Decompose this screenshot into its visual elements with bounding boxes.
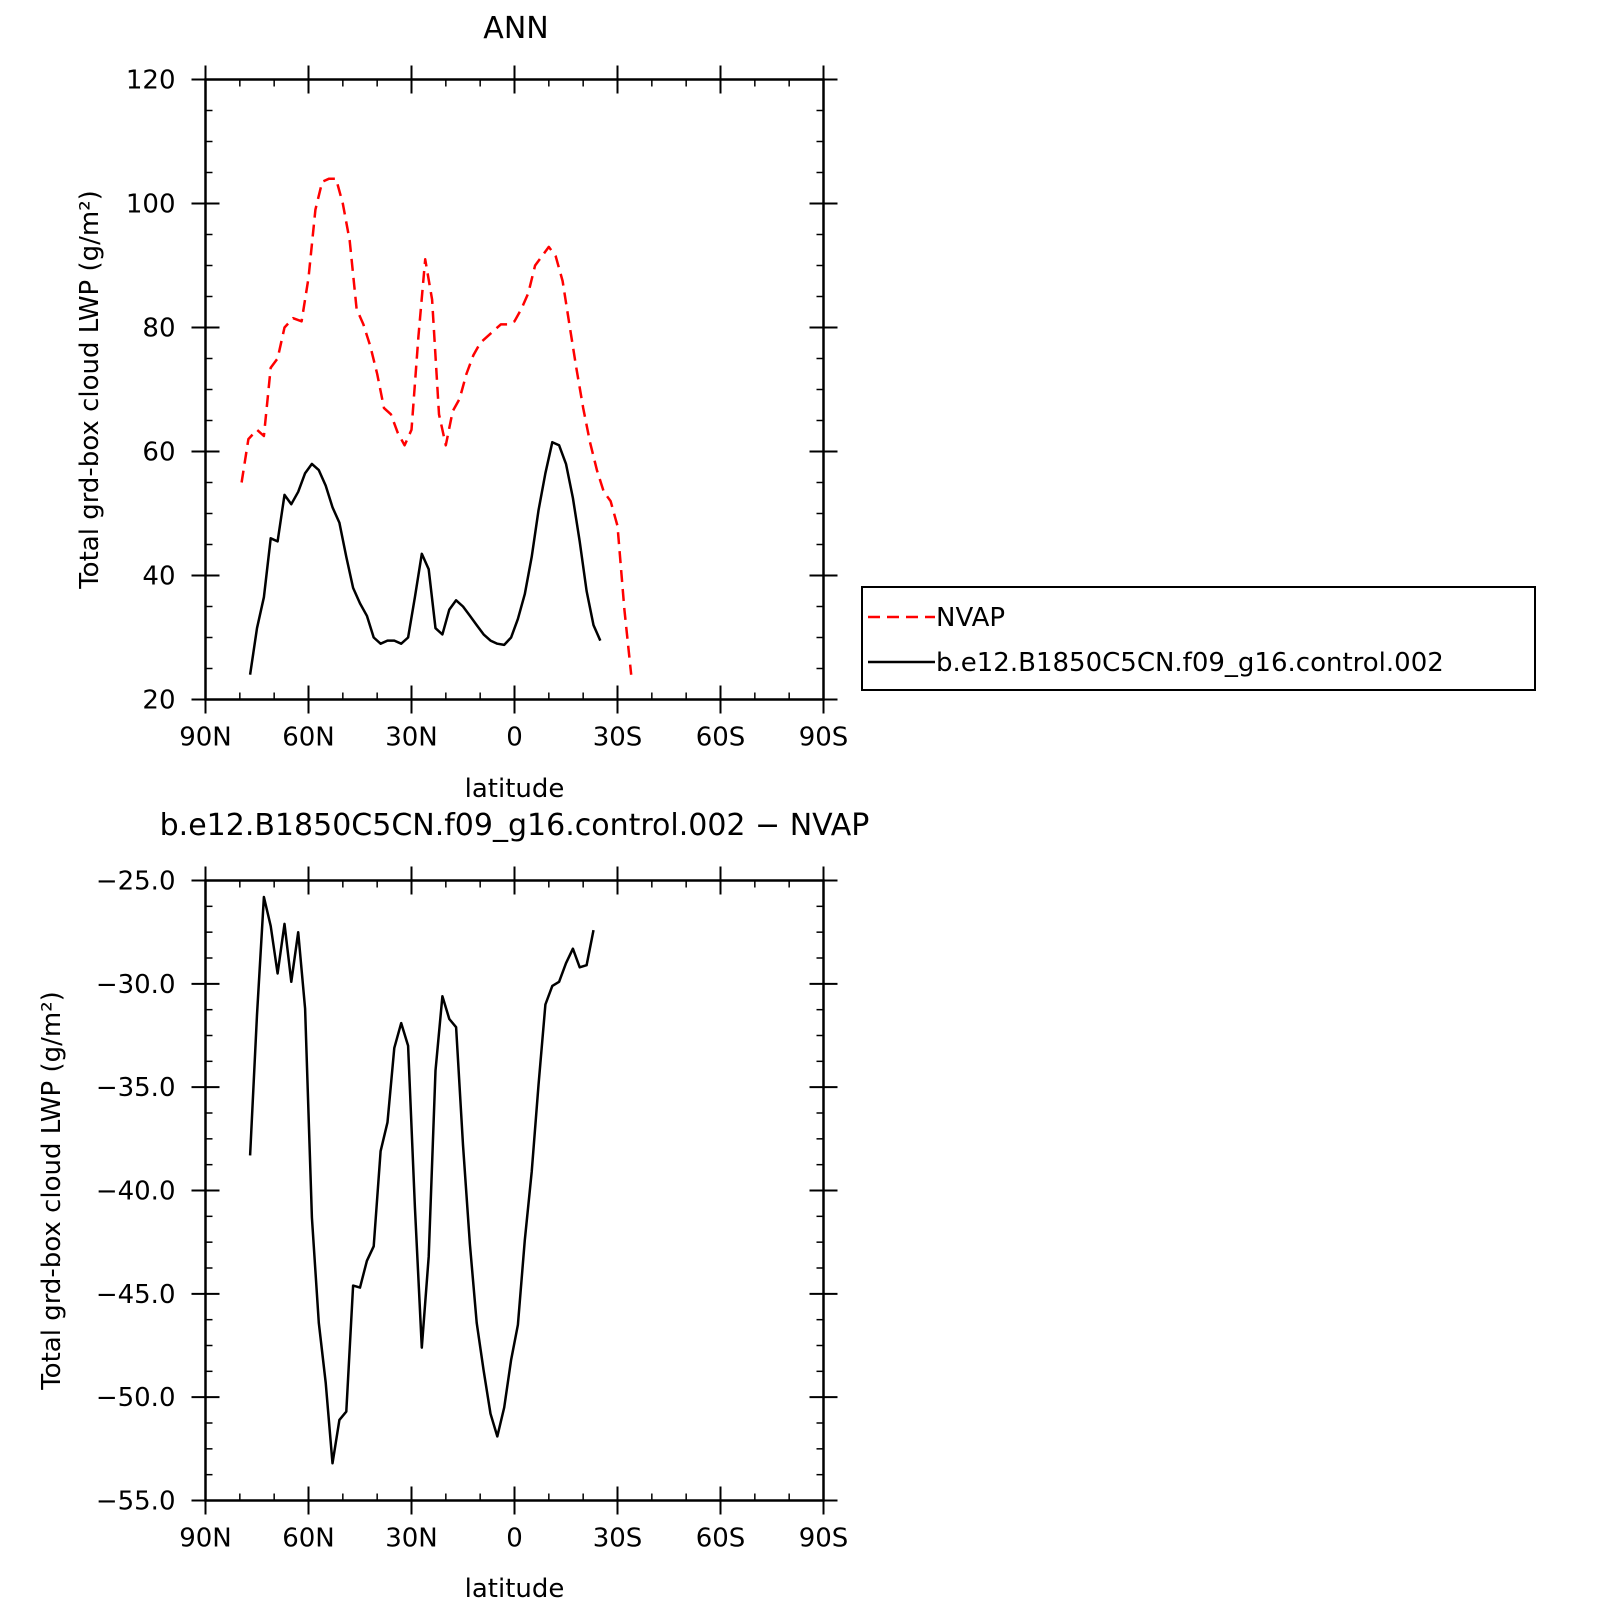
- top-xtick-label: 60S: [696, 723, 746, 753]
- legend-model-label: b.e12.B1850C5CN.f09_g16.control.002: [936, 648, 1444, 678]
- bottom-ytick-label: −50.0: [96, 1383, 176, 1413]
- top-panel: ANN 90N 60N 30N 0 30S 60S 90S 20 40 60 80 100 120 la…: [75, 11, 848, 804]
- legend: NVAP b.e12.B1850C5CN.f09_g16.control.002: [861, 586, 1536, 691]
- bottom-series-group: [248, 895, 595, 1465]
- bottom-xtick-label: 90S: [799, 1524, 849, 1554]
- top-series-line-1: [248, 440, 602, 675]
- bottom-ytick-label: −30.0: [96, 970, 176, 1000]
- bottom-panel: b.e12.B1850C5CN.f09_g16.control.002 − NV…: [37, 808, 869, 1604]
- top-ytick-label: 20: [142, 686, 175, 716]
- top-ytick-label: 100: [126, 190, 176, 220]
- top-axes: 90N 60N 30N 0 30S 60S 90S 20 40 60 80 100 120: [126, 65, 849, 753]
- bottom-ytick-label: −35.0: [96, 1073, 176, 1103]
- top-xtick-label: 90N: [179, 723, 232, 753]
- bottom-xtick-label: 60N: [282, 1524, 335, 1554]
- bottom-chart-title: b.e12.B1850C5CN.f09_g16.control.002 − NV…: [160, 808, 870, 843]
- bottom-ytick-label: −25.0: [96, 867, 176, 897]
- top-series-line-0: [240, 177, 633, 675]
- bottom-plot-frame: [204, 879, 825, 1502]
- bottom-xtick-label: 90N: [179, 1524, 232, 1554]
- top-ytick-label: 80: [142, 314, 175, 344]
- bottom-xtick-label: 0: [506, 1524, 523, 1554]
- top-chart-title: ANN: [483, 11, 548, 46]
- bottom-axes: 90N 60N 30N 0 30S 60S 90S −55.0 −50.0 −45.0 −40.0 −…: [96, 866, 849, 1554]
- top-xtick-label: 0: [506, 723, 523, 753]
- top-series-group: [240, 177, 633, 675]
- legend-nvap-label: NVAP: [936, 603, 1005, 633]
- top-xtick-label: 60N: [282, 723, 335, 753]
- top-plot-frame: [204, 78, 825, 701]
- bottom-ytick-label: −40.0: [96, 1177, 176, 1207]
- top-xtick-label: 90S: [799, 723, 849, 753]
- bottom-xlabel: latitude: [465, 1574, 565, 1604]
- bottom-ytick-label: −45.0: [96, 1280, 176, 1310]
- bottom-xtick-label: 30N: [385, 1524, 438, 1554]
- top-xlabel: latitude: [465, 774, 565, 804]
- top-xtick-label: 30N: [385, 723, 438, 753]
- top-ytick-label: 40: [142, 562, 175, 592]
- bottom-xtick-label: 30S: [593, 1524, 643, 1554]
- top-ylabel: Total grd-box cloud LWP (g/m²): [75, 190, 105, 590]
- bottom-ytick-label: −55.0: [96, 1487, 176, 1517]
- bottom-ylabel: Total grd-box cloud LWP (g/m²): [37, 991, 67, 1391]
- top-ytick-label: 120: [126, 66, 176, 96]
- top-xtick-label: 30S: [593, 723, 643, 753]
- bottom-series-line-0: [248, 895, 595, 1465]
- legend-box: [861, 586, 1536, 691]
- bottom-xtick-label: 60S: [696, 1524, 746, 1554]
- top-ytick-label: 60: [142, 438, 175, 468]
